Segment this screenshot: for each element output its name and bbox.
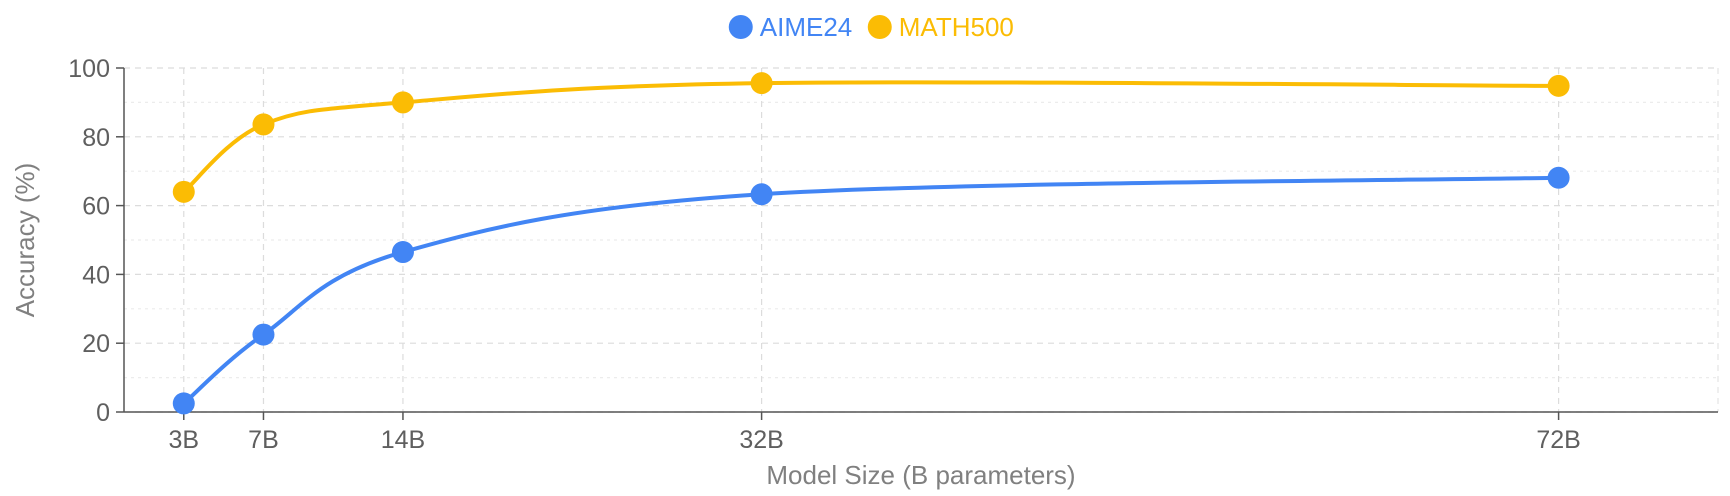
y-tick-label: 80 (82, 124, 110, 152)
legend-item-math500: MATH500 (867, 12, 1014, 42)
y-axis-title: Accuracy (%) (10, 163, 40, 318)
legend-marker (867, 15, 892, 39)
y-tick-label: 0 (96, 399, 110, 427)
data-point (252, 113, 275, 136)
y-tick-label: 60 (82, 193, 110, 221)
legend: AIME24 MATH500 (728, 12, 1014, 42)
x-tick-label: 7B (248, 426, 279, 454)
data-point (750, 72, 773, 95)
data-point (252, 323, 275, 346)
x-axis-title: Model Size (B parameters) (766, 460, 1075, 490)
series-math500 (172, 72, 1570, 203)
data-point (391, 91, 414, 114)
y-tick-label: 40 (82, 261, 110, 289)
y-tick-label: 20 (82, 330, 110, 358)
x-tick-label: 32B (739, 426, 783, 454)
legend-marker (728, 15, 753, 39)
y-tick-label: 100 (68, 55, 110, 83)
legend-item-aime24: AIME24 (728, 12, 853, 42)
data-point (1547, 166, 1570, 189)
data-point (1547, 74, 1570, 97)
series-line (181, 175, 1561, 406)
data-point (172, 180, 195, 203)
axes: 0 20 40 60 80 100 3B 7B 14B 32B 72B (68, 55, 1718, 454)
legend-label: MATH500 (899, 12, 1014, 42)
data-point (172, 392, 195, 415)
grid (124, 67, 1719, 413)
legend-label: AIME24 (760, 12, 853, 42)
data-point (750, 183, 773, 206)
x-tick-label: 3B (168, 426, 199, 454)
data-point (391, 241, 414, 264)
series-layer (172, 72, 1570, 415)
x-tick-label: 14B (381, 426, 425, 454)
x-tick-label: 72B (1536, 426, 1580, 454)
series-aime24 (172, 166, 1570, 415)
